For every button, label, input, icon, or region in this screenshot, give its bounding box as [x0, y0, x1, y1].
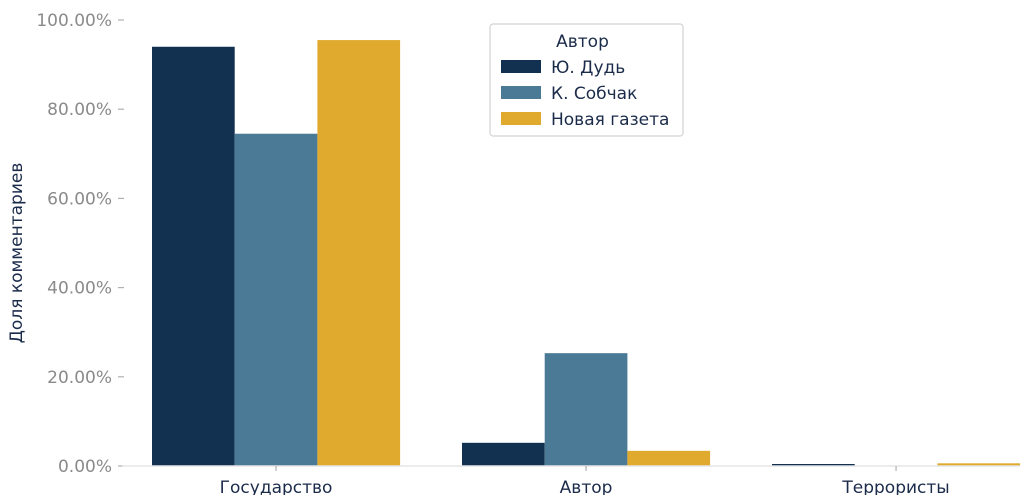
legend-label-1: Ю. Дудь [551, 58, 625, 78]
y-tick-label: 60.00% [47, 189, 112, 209]
y-axis-title: Доля комментариев [7, 163, 27, 344]
legend-title: Автор [556, 32, 609, 52]
y-tick-label: 80.00% [47, 100, 112, 120]
x-category-label: Террористы [841, 478, 949, 495]
y-tick-label: 0.00% [58, 457, 112, 477]
x-axis: Государство Автор Террористы [122, 465, 1020, 495]
legend-swatch-2 [501, 86, 541, 99]
y-tick-label: 40.00% [47, 279, 112, 299]
legend-frame [489, 23, 684, 137]
bar-2-1 [234, 133, 318, 467]
bar-1-1 [152, 46, 235, 466]
y-axis: 0.00% 20.00% 40.00% 60.00% 80.00% 100.00% [36, 11, 124, 477]
bar-3-3 [937, 463, 1021, 466]
bar-2-2 [544, 353, 628, 466]
legend-swatch-1 [501, 60, 541, 73]
bar-1-3 [772, 464, 855, 466]
legend: Автор Ю. Дудь К. Собчак Новая газета [489, 23, 684, 137]
y-tick-label: 100.00% [36, 11, 112, 31]
legend-label-3: Новая газета [551, 110, 669, 130]
legend-label-2: К. Собчак [551, 84, 637, 104]
bars-group [152, 40, 1021, 467]
x-category-label: Государство [220, 478, 333, 495]
legend-swatch-3 [501, 112, 541, 125]
bar-3-2 [627, 450, 711, 466]
y-tick-label: 20.00% [47, 368, 112, 388]
x-category-label: Автор [560, 478, 613, 495]
bar-3-1 [317, 40, 401, 466]
bar-1-2 [462, 442, 545, 466]
